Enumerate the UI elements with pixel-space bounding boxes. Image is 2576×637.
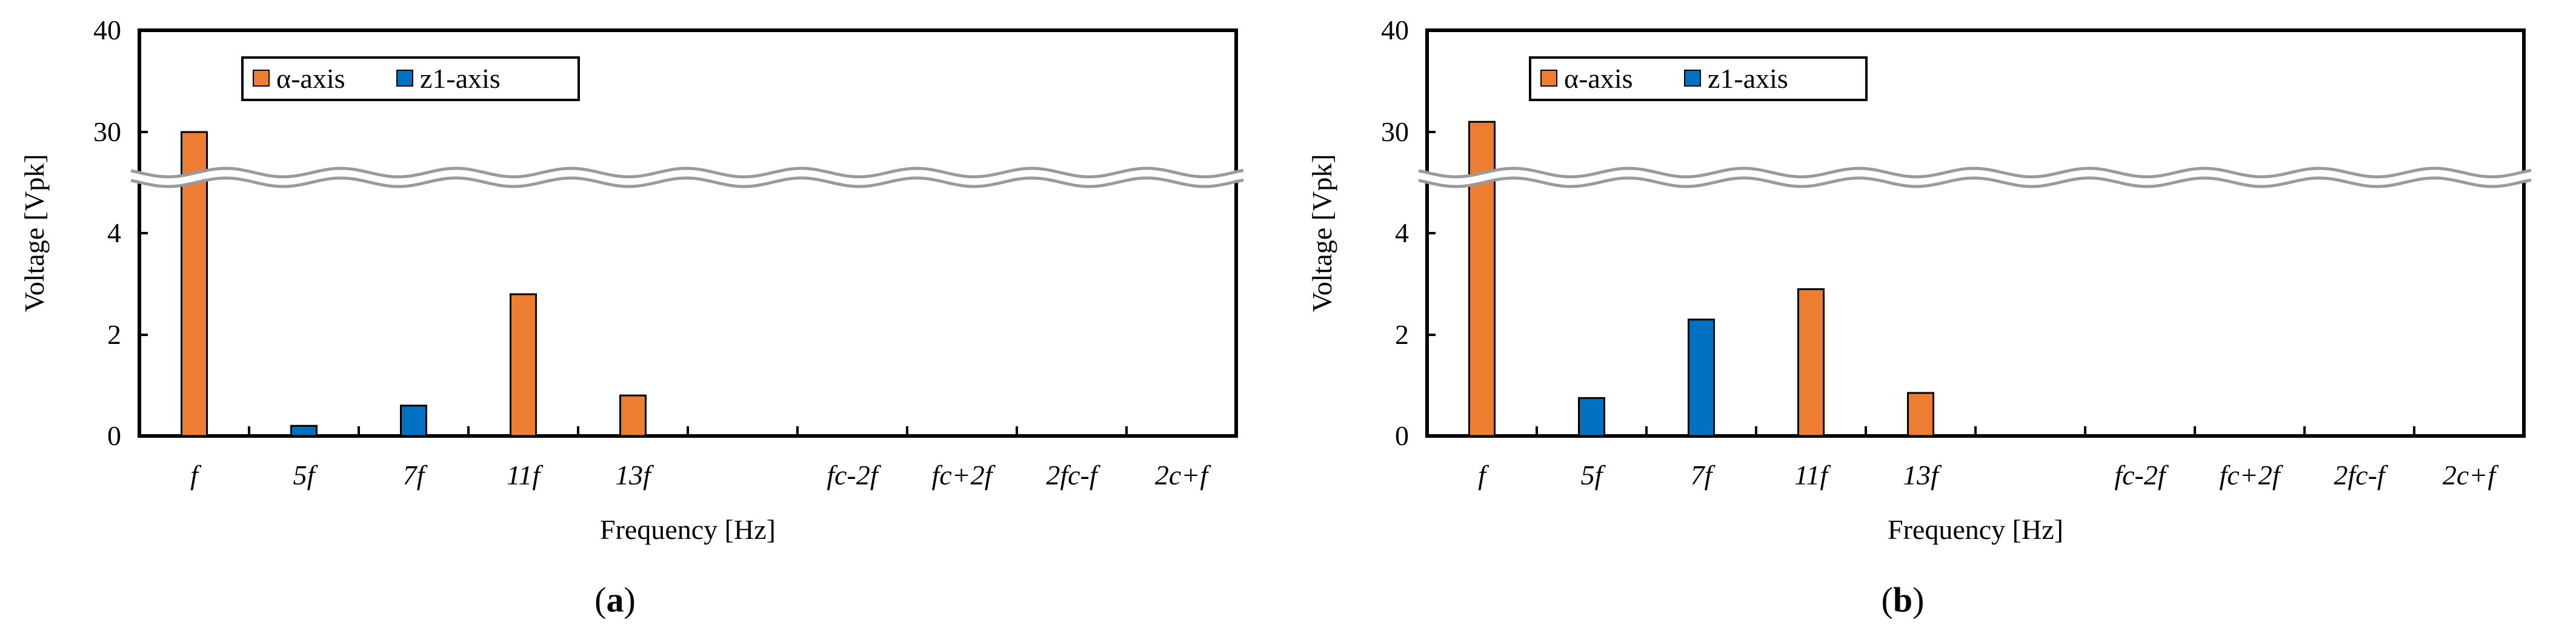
caption-letter: a [607,580,624,619]
axis-break-line-bottom [1418,176,2532,188]
legend: α-axis z1-axis [1529,56,1868,101]
y-tick-label: 0 [1395,420,1409,451]
legend-label: α-axis [1564,63,1633,94]
y-tick-label: 30 [1381,116,1409,147]
y-tick-label: 40 [1381,15,1409,45]
caption-paren-open: ( [594,580,606,619]
x-tick-label: 13f [615,460,654,490]
x-tick-label: fc+2f [2219,460,2283,490]
y-axis-title: Voltage [Vpk] [1306,154,1337,312]
x-tick-label: f [1478,460,1489,490]
legend-label: α-axis [276,63,345,94]
y-tick-label: 4 [107,217,121,248]
x-tick-label: 11f [1794,460,1832,490]
chart-panel-a: 0 2 4 30 40 f 5f 7f 11f 13f fc-2f fc+2f 2fc-f 2c+f Fre… [19,15,1244,619]
bar-alpha-f [1468,120,1496,437]
legend-label: z1-axis [420,63,501,94]
y-axis-title: Voltage [Vpk] [19,154,50,312]
bar-alpha-13f [619,394,647,437]
panel-caption: (b) [1882,580,1925,619]
x-tick-label: 2fc-f [1046,460,1101,490]
bar-alpha-13f [1907,392,1934,437]
x-tick-label: 2fc-f [2334,460,2389,490]
y-tick-label: 30 [93,116,121,147]
x-tick-label: 7f [1691,460,1716,490]
legend-swatch [1684,70,1701,87]
caption-letter: b [1893,580,1912,619]
bar-z1-5f [1578,397,1605,437]
bar-alpha-11f [1797,288,1825,437]
x-axis-title: Frequency [Hz] [1888,514,2063,545]
x-tick-label: 2c+f [1155,460,1211,490]
bar-z1-7f [400,404,427,437]
chart-panel-b: 0 2 4 30 40 f 5f 7f 11f 13f fc-2f fc+2f 2fc-f 2c+f Fre… [1306,15,2532,619]
legend-swatch [396,70,413,87]
caption-paren-close: ) [624,580,636,619]
caption-paren-open: ( [1882,580,1893,619]
x-axis-title: Frequency [Hz] [600,514,776,545]
bar-z1-7f [1688,318,1715,437]
legend: α-axis z1-axis [241,56,580,101]
x-tick-label: fc-2f [2114,460,2169,490]
axis-break-line-bottom [130,176,1244,188]
legend-swatch [1540,70,1557,87]
y-tick-label: 40 [93,15,121,45]
x-tick-label: 13f [1903,460,1942,490]
y-tick-label: 0 [107,420,121,451]
axis-break-line-top [130,167,1244,179]
y-tick-label: 2 [107,319,121,350]
x-tick-label: 11f [507,460,544,490]
x-tick-label: 2c+f [2443,460,2499,490]
legend-swatch [253,70,270,87]
axis-break-line-top [1418,167,2532,179]
panel-caption: (a) [594,580,636,619]
x-tick-label: 7f [403,460,428,490]
x-tick-label: 5f [293,460,319,490]
x-tick-label: fc+2f [931,460,996,490]
legend-label: z1-axis [1708,63,1788,94]
x-tick-label: fc-2f [827,460,882,490]
y-tick-label: 2 [1395,319,1409,350]
bar-alpha-11f [510,293,537,437]
y-tick-label: 4 [1395,217,1409,248]
caption-paren-close: ) [1912,580,1924,619]
x-tick-label: f [190,460,202,490]
bar-z1-5f [290,424,318,437]
x-tick-label: 5f [1581,460,1606,490]
